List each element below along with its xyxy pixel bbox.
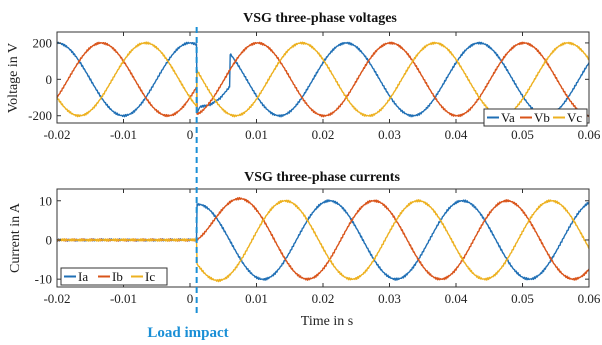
x-tick-label: 0.02 — [312, 127, 335, 142]
x-tick-label: 0 — [187, 127, 194, 142]
legend-ia-label: Ia — [78, 269, 88, 284]
x-tick-label: 0 — [187, 291, 194, 306]
x-tick-label: 0.05 — [511, 291, 534, 306]
legend-va-label: Va — [501, 110, 515, 125]
x-tick-label: 0.03 — [378, 291, 401, 306]
voltage-series-group — [56, 41, 590, 118]
x-tick-label: 0.04 — [445, 127, 468, 142]
series-ic-line — [56, 199, 590, 283]
legend-ib-label: Ib — [112, 269, 123, 284]
x-tick-label: 0.02 — [312, 291, 335, 306]
x-tick-label: -0.02 — [43, 127, 70, 142]
x-tick-label: 0.03 — [378, 127, 401, 142]
current-x-ticks: -0.02 -0.01 0 0.01 0.02 0.03 0.04 0.05 0.06 — [43, 189, 601, 306]
x-tick-label: 0.01 — [245, 291, 268, 306]
series-va-line — [56, 41, 590, 118]
voltage-chart-title: VSG three-phase voltages — [243, 11, 397, 26]
y-tick-label: -10 — [35, 272, 52, 287]
y-tick-label: -200 — [28, 108, 52, 123]
current-legend: Ia Ib Ic — [60, 267, 168, 286]
x-tick-label: 0.05 — [511, 127, 534, 142]
current-x-axis-label: Time in s — [301, 314, 353, 329]
x-tick-label: -0.01 — [110, 127, 137, 142]
voltage-legend: Va Vb Vc — [483, 108, 588, 127]
x-tick-label: 0.06 — [578, 291, 601, 306]
current-panel: VSG three-phase currents -0.02 -0.01 0 0.01… — [8, 170, 601, 329]
legend-ic-label: Ic — [145, 269, 155, 284]
current-chart-title: VSG three-phase currents — [244, 170, 400, 185]
y-tick-label: 0 — [46, 72, 53, 87]
current-y-ticks: -10 0 10 — [35, 193, 589, 287]
load-impact-annotation: Load impact — [147, 325, 228, 341]
current-legend-box — [60, 267, 168, 286]
x-tick-label: 0.01 — [245, 127, 268, 142]
x-tick-label: 0.04 — [445, 291, 468, 306]
voltage-panel: VSG three-phase voltages -0.02 -0.01 0 0.01… — [6, 11, 601, 142]
series-vc-line — [56, 41, 590, 118]
voltage-legend-box — [483, 108, 588, 127]
current-y-axis-label: Current in A — [8, 202, 23, 273]
current-series-group — [56, 196, 590, 283]
x-tick-label: -0.02 — [43, 291, 70, 306]
y-tick-label: 0 — [46, 232, 53, 247]
legend-vc-label: Vc — [567, 110, 582, 125]
y-tick-label: 200 — [33, 35, 53, 50]
series-vb-line — [56, 41, 590, 118]
voltage-x-ticks: -0.02 -0.01 0 0.01 0.02 0.03 0.04 0.05 0.06 — [43, 32, 601, 142]
x-tick-label: 0.06 — [578, 127, 601, 142]
voltage-y-axis-label: Voltage in V — [6, 43, 21, 113]
legend-vb-label: Vb — [534, 110, 550, 125]
voltage-y-ticks: -200 0 200 — [28, 35, 589, 123]
x-tick-label: -0.01 — [110, 291, 137, 306]
y-tick-label: 10 — [39, 193, 52, 208]
